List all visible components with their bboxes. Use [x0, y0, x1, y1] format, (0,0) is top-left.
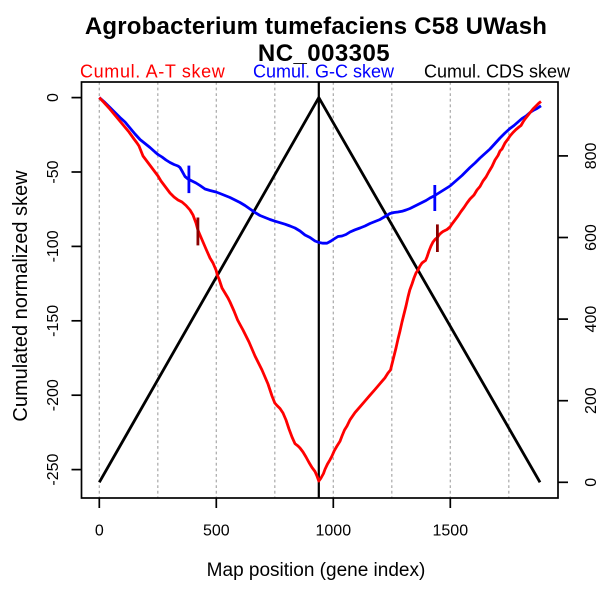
svg-text:0: 0 [45, 93, 62, 102]
svg-text:-100: -100 [45, 230, 62, 262]
svg-text:-150: -150 [45, 305, 62, 337]
svg-text:-200: -200 [45, 379, 62, 411]
svg-text:500: 500 [203, 523, 230, 540]
svg-text:Agrobacterium tumefaciens C58: Agrobacterium tumefaciens C58 UWash [85, 13, 547, 40]
svg-text:Cumul. G-C skew: Cumul. G-C skew [253, 62, 395, 82]
svg-text:Cumul. CDS skew: Cumul. CDS skew [424, 62, 571, 82]
svg-text:-250: -250 [45, 453, 62, 485]
svg-text:600: 600 [583, 224, 600, 251]
svg-text:1500: 1500 [433, 523, 469, 540]
svg-text:800: 800 [583, 142, 600, 169]
svg-text:200: 200 [583, 387, 600, 414]
svg-text:Cumulated normalized skew: Cumulated normalized skew [10, 170, 32, 422]
svg-text:NC_003305: NC_003305 [258, 40, 390, 67]
svg-text:Map position (gene index): Map position (gene index) [207, 560, 426, 581]
svg-text:0: 0 [583, 478, 600, 487]
svg-text:400: 400 [583, 306, 600, 333]
svg-text:0: 0 [95, 523, 104, 540]
svg-text:Cumul. A-T skew: Cumul. A-T skew [80, 62, 226, 82]
svg-text:1000: 1000 [316, 523, 352, 540]
svg-text:-50: -50 [45, 160, 62, 183]
